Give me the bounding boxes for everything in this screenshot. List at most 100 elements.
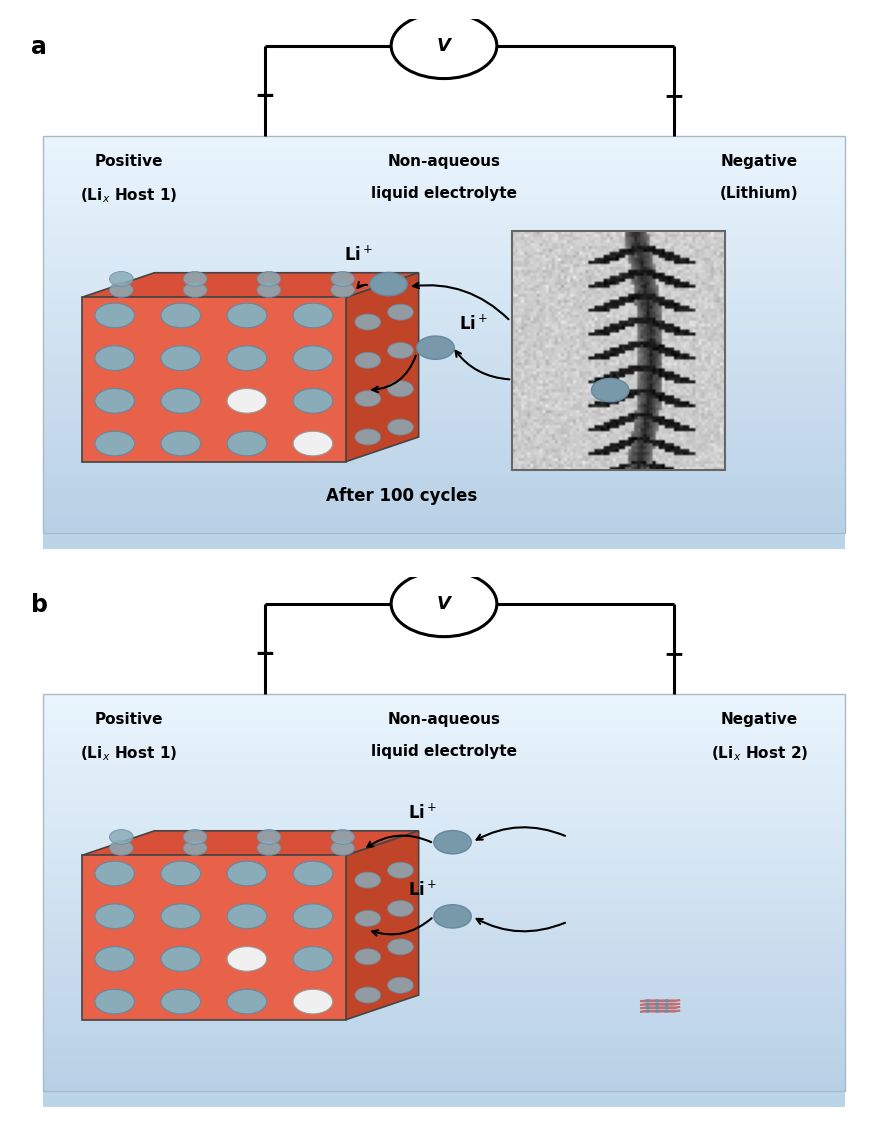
Polygon shape (82, 856, 346, 1020)
Bar (44, 796, 844, 803)
Bar (44, 191, 844, 198)
Bar (44, 734, 844, 738)
Bar (44, 175, 844, 180)
Bar (44, 829, 844, 835)
Circle shape (355, 314, 381, 331)
Bar (44, 344, 844, 351)
Bar (44, 763, 844, 770)
Bar (44, 714, 844, 719)
Bar (44, 443, 844, 449)
Bar (44, 957, 844, 962)
Bar (44, 535, 844, 542)
Bar (44, 230, 844, 235)
Bar (44, 277, 844, 284)
Bar (44, 875, 844, 882)
Bar (44, 873, 844, 877)
Bar (44, 290, 844, 294)
Bar (44, 1027, 844, 1031)
Circle shape (330, 830, 354, 844)
Bar (44, 285, 844, 290)
Bar (44, 917, 844, 923)
Text: V: V (437, 594, 451, 612)
Bar (44, 704, 844, 709)
Bar (44, 269, 844, 275)
Circle shape (95, 303, 135, 328)
Circle shape (387, 380, 413, 397)
Bar (44, 205, 844, 212)
Bar (44, 391, 844, 396)
Bar (44, 694, 844, 1091)
Bar (44, 161, 844, 165)
Bar (44, 744, 844, 748)
Bar (44, 291, 844, 298)
Bar (44, 908, 844, 915)
Bar (44, 1021, 844, 1028)
Bar (44, 808, 844, 813)
Bar (44, 1037, 844, 1041)
Bar (44, 448, 844, 454)
Bar (44, 260, 844, 265)
Circle shape (109, 272, 133, 286)
Bar (44, 105, 844, 112)
Bar (44, 577, 844, 584)
Bar (44, 119, 844, 126)
Bar (44, 698, 844, 704)
Bar (18, 19, 870, 136)
Bar (44, 710, 844, 717)
Circle shape (355, 352, 381, 368)
Bar (44, 729, 844, 734)
Bar (44, 231, 844, 238)
Circle shape (433, 831, 472, 854)
Bar (44, 275, 844, 280)
Bar (44, 736, 844, 743)
Circle shape (387, 901, 413, 917)
Bar (44, 483, 844, 488)
Circle shape (655, 1000, 659, 1002)
Circle shape (227, 388, 266, 413)
Circle shape (655, 1003, 659, 1005)
Bar (44, 882, 844, 889)
Circle shape (293, 303, 333, 328)
Bar (44, 264, 844, 271)
Circle shape (109, 841, 133, 856)
Circle shape (293, 903, 333, 928)
Bar (44, 250, 844, 255)
Bar (512, 231, 725, 470)
Bar (44, 464, 844, 469)
Bar (44, 529, 844, 535)
Bar (44, 224, 844, 231)
Bar (44, 1041, 844, 1046)
Circle shape (387, 305, 413, 320)
Bar (44, 798, 844, 803)
Bar (44, 284, 844, 291)
Circle shape (330, 841, 354, 856)
Circle shape (655, 1010, 659, 1012)
Bar (44, 294, 844, 300)
Polygon shape (640, 1004, 680, 1005)
Bar (44, 783, 844, 788)
Circle shape (227, 989, 266, 1014)
Circle shape (161, 303, 201, 328)
Circle shape (387, 863, 413, 878)
Bar (44, 763, 844, 769)
Bar (44, 584, 844, 591)
Bar (44, 902, 844, 908)
Bar (44, 504, 844, 508)
Text: Positive: Positive (94, 154, 163, 170)
Text: −: − (663, 84, 685, 108)
Bar (44, 59, 844, 66)
Bar (44, 156, 844, 161)
Bar (44, 152, 844, 158)
Bar (44, 280, 844, 285)
Bar (44, 396, 844, 403)
Bar (44, 513, 844, 518)
Bar (44, 723, 844, 730)
Bar (44, 843, 844, 848)
Bar (44, 827, 844, 833)
Bar (44, 603, 844, 610)
Bar (44, 868, 844, 875)
Bar (44, 610, 844, 617)
Bar (44, 868, 844, 873)
Bar (44, 240, 844, 245)
Bar (44, 863, 844, 868)
